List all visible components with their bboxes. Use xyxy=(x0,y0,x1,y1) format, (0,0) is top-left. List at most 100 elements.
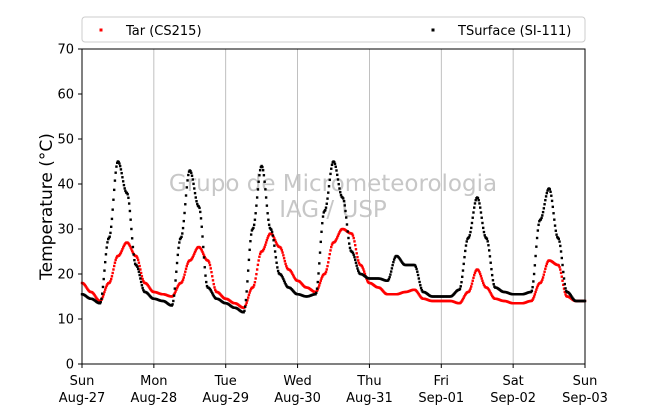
data-point xyxy=(198,206,201,210)
data-point xyxy=(553,218,556,221)
data-point xyxy=(202,254,206,257)
data-point xyxy=(173,287,177,290)
data-point xyxy=(490,273,494,277)
data-point xyxy=(336,173,339,177)
data-point xyxy=(338,187,341,190)
data-point xyxy=(262,174,266,177)
data-point xyxy=(253,218,257,221)
data-point xyxy=(561,279,564,282)
data-point xyxy=(130,248,133,251)
data-point xyxy=(541,276,545,279)
data-point xyxy=(175,288,178,291)
data-point xyxy=(392,258,396,261)
data-point xyxy=(103,290,106,294)
data-point xyxy=(324,270,328,274)
data-point xyxy=(329,172,332,176)
data-point xyxy=(357,269,360,272)
data-point xyxy=(326,197,329,200)
data-point xyxy=(353,240,356,243)
data-point xyxy=(489,261,492,264)
data-point xyxy=(271,234,275,237)
data-point xyxy=(387,277,391,281)
data-point xyxy=(488,255,492,258)
data-point xyxy=(336,234,340,237)
data-point xyxy=(533,293,537,296)
data-point xyxy=(357,261,361,265)
x-tick-day: Sun xyxy=(70,374,95,389)
data-point xyxy=(200,225,203,228)
data-point xyxy=(261,249,265,252)
data-point xyxy=(248,291,251,294)
data-point xyxy=(540,216,543,220)
data-point xyxy=(115,256,118,260)
y-tick-label: 30 xyxy=(57,223,74,238)
data-point xyxy=(557,264,560,267)
data-point xyxy=(275,261,278,264)
plot-frame xyxy=(81,48,586,365)
data-point xyxy=(124,189,127,193)
data-point xyxy=(470,285,473,288)
data-point xyxy=(564,293,567,296)
data-point xyxy=(184,270,187,273)
data-point xyxy=(351,232,354,236)
data-point xyxy=(180,235,183,239)
data-point xyxy=(529,290,533,294)
data-point xyxy=(175,261,179,265)
data-point xyxy=(414,265,418,269)
data-point xyxy=(130,227,133,231)
data-point xyxy=(534,254,537,258)
data-point xyxy=(137,261,141,264)
data-point xyxy=(321,215,325,218)
data-point xyxy=(327,191,330,194)
data-point xyxy=(315,291,318,295)
data-point xyxy=(197,205,200,208)
data-point xyxy=(536,284,540,287)
data-point xyxy=(415,267,418,271)
data-point xyxy=(130,237,134,240)
data-point xyxy=(247,293,251,297)
data-point xyxy=(318,251,322,254)
x-axis-ticks: Sun Aug-27 Mon Aug-28 Tue Aug-29 Wed Aug-30 Thu A… xyxy=(59,364,608,406)
data-point xyxy=(111,271,114,275)
data-point xyxy=(171,303,174,306)
data-point xyxy=(330,243,334,246)
data-point xyxy=(339,191,342,194)
data-point xyxy=(491,279,495,282)
data-point xyxy=(272,239,275,242)
data-point xyxy=(111,208,114,211)
data-point xyxy=(544,198,547,202)
data-point xyxy=(539,218,543,221)
data-point xyxy=(199,210,202,214)
data-point xyxy=(361,266,364,269)
data-point xyxy=(181,232,184,235)
data-point xyxy=(481,221,484,225)
data-point xyxy=(560,275,563,278)
data-point xyxy=(104,286,108,289)
data-point xyxy=(559,244,562,248)
data-point xyxy=(479,206,482,209)
x-tick-day: Fri xyxy=(434,374,450,389)
data-point xyxy=(480,216,483,219)
data-point xyxy=(101,285,105,289)
data-point xyxy=(336,178,340,181)
data-point xyxy=(174,279,177,282)
data-point xyxy=(175,270,178,273)
data-point xyxy=(391,263,394,267)
data-point xyxy=(462,262,465,266)
data-point xyxy=(351,234,355,237)
data-point xyxy=(245,290,248,293)
x-tick-day: Mon xyxy=(140,374,167,389)
data-point xyxy=(531,298,534,301)
data-point xyxy=(473,273,476,277)
data-point xyxy=(550,199,554,203)
data-point xyxy=(544,195,548,198)
data-point xyxy=(126,193,129,196)
data-point xyxy=(281,251,284,254)
data-point xyxy=(490,293,493,296)
data-point xyxy=(317,272,320,275)
data-point xyxy=(552,212,555,215)
data-point xyxy=(283,281,287,284)
data-point xyxy=(559,268,562,271)
data-point xyxy=(330,167,333,170)
data-point xyxy=(109,279,112,283)
